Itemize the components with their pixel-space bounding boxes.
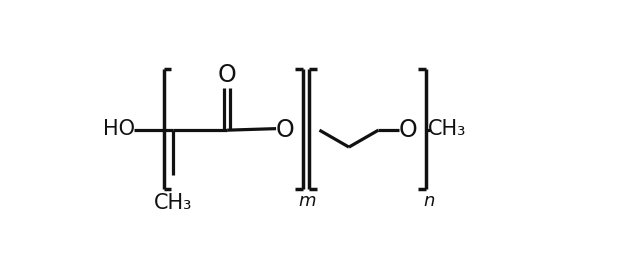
Text: CH₃: CH₃ xyxy=(154,192,192,213)
Text: HO: HO xyxy=(103,119,135,139)
Text: O: O xyxy=(399,118,417,142)
Text: O: O xyxy=(276,118,295,142)
Text: n: n xyxy=(424,192,435,210)
Text: CH₃: CH₃ xyxy=(428,119,466,139)
Text: O: O xyxy=(218,63,237,87)
Text: m: m xyxy=(298,192,316,210)
